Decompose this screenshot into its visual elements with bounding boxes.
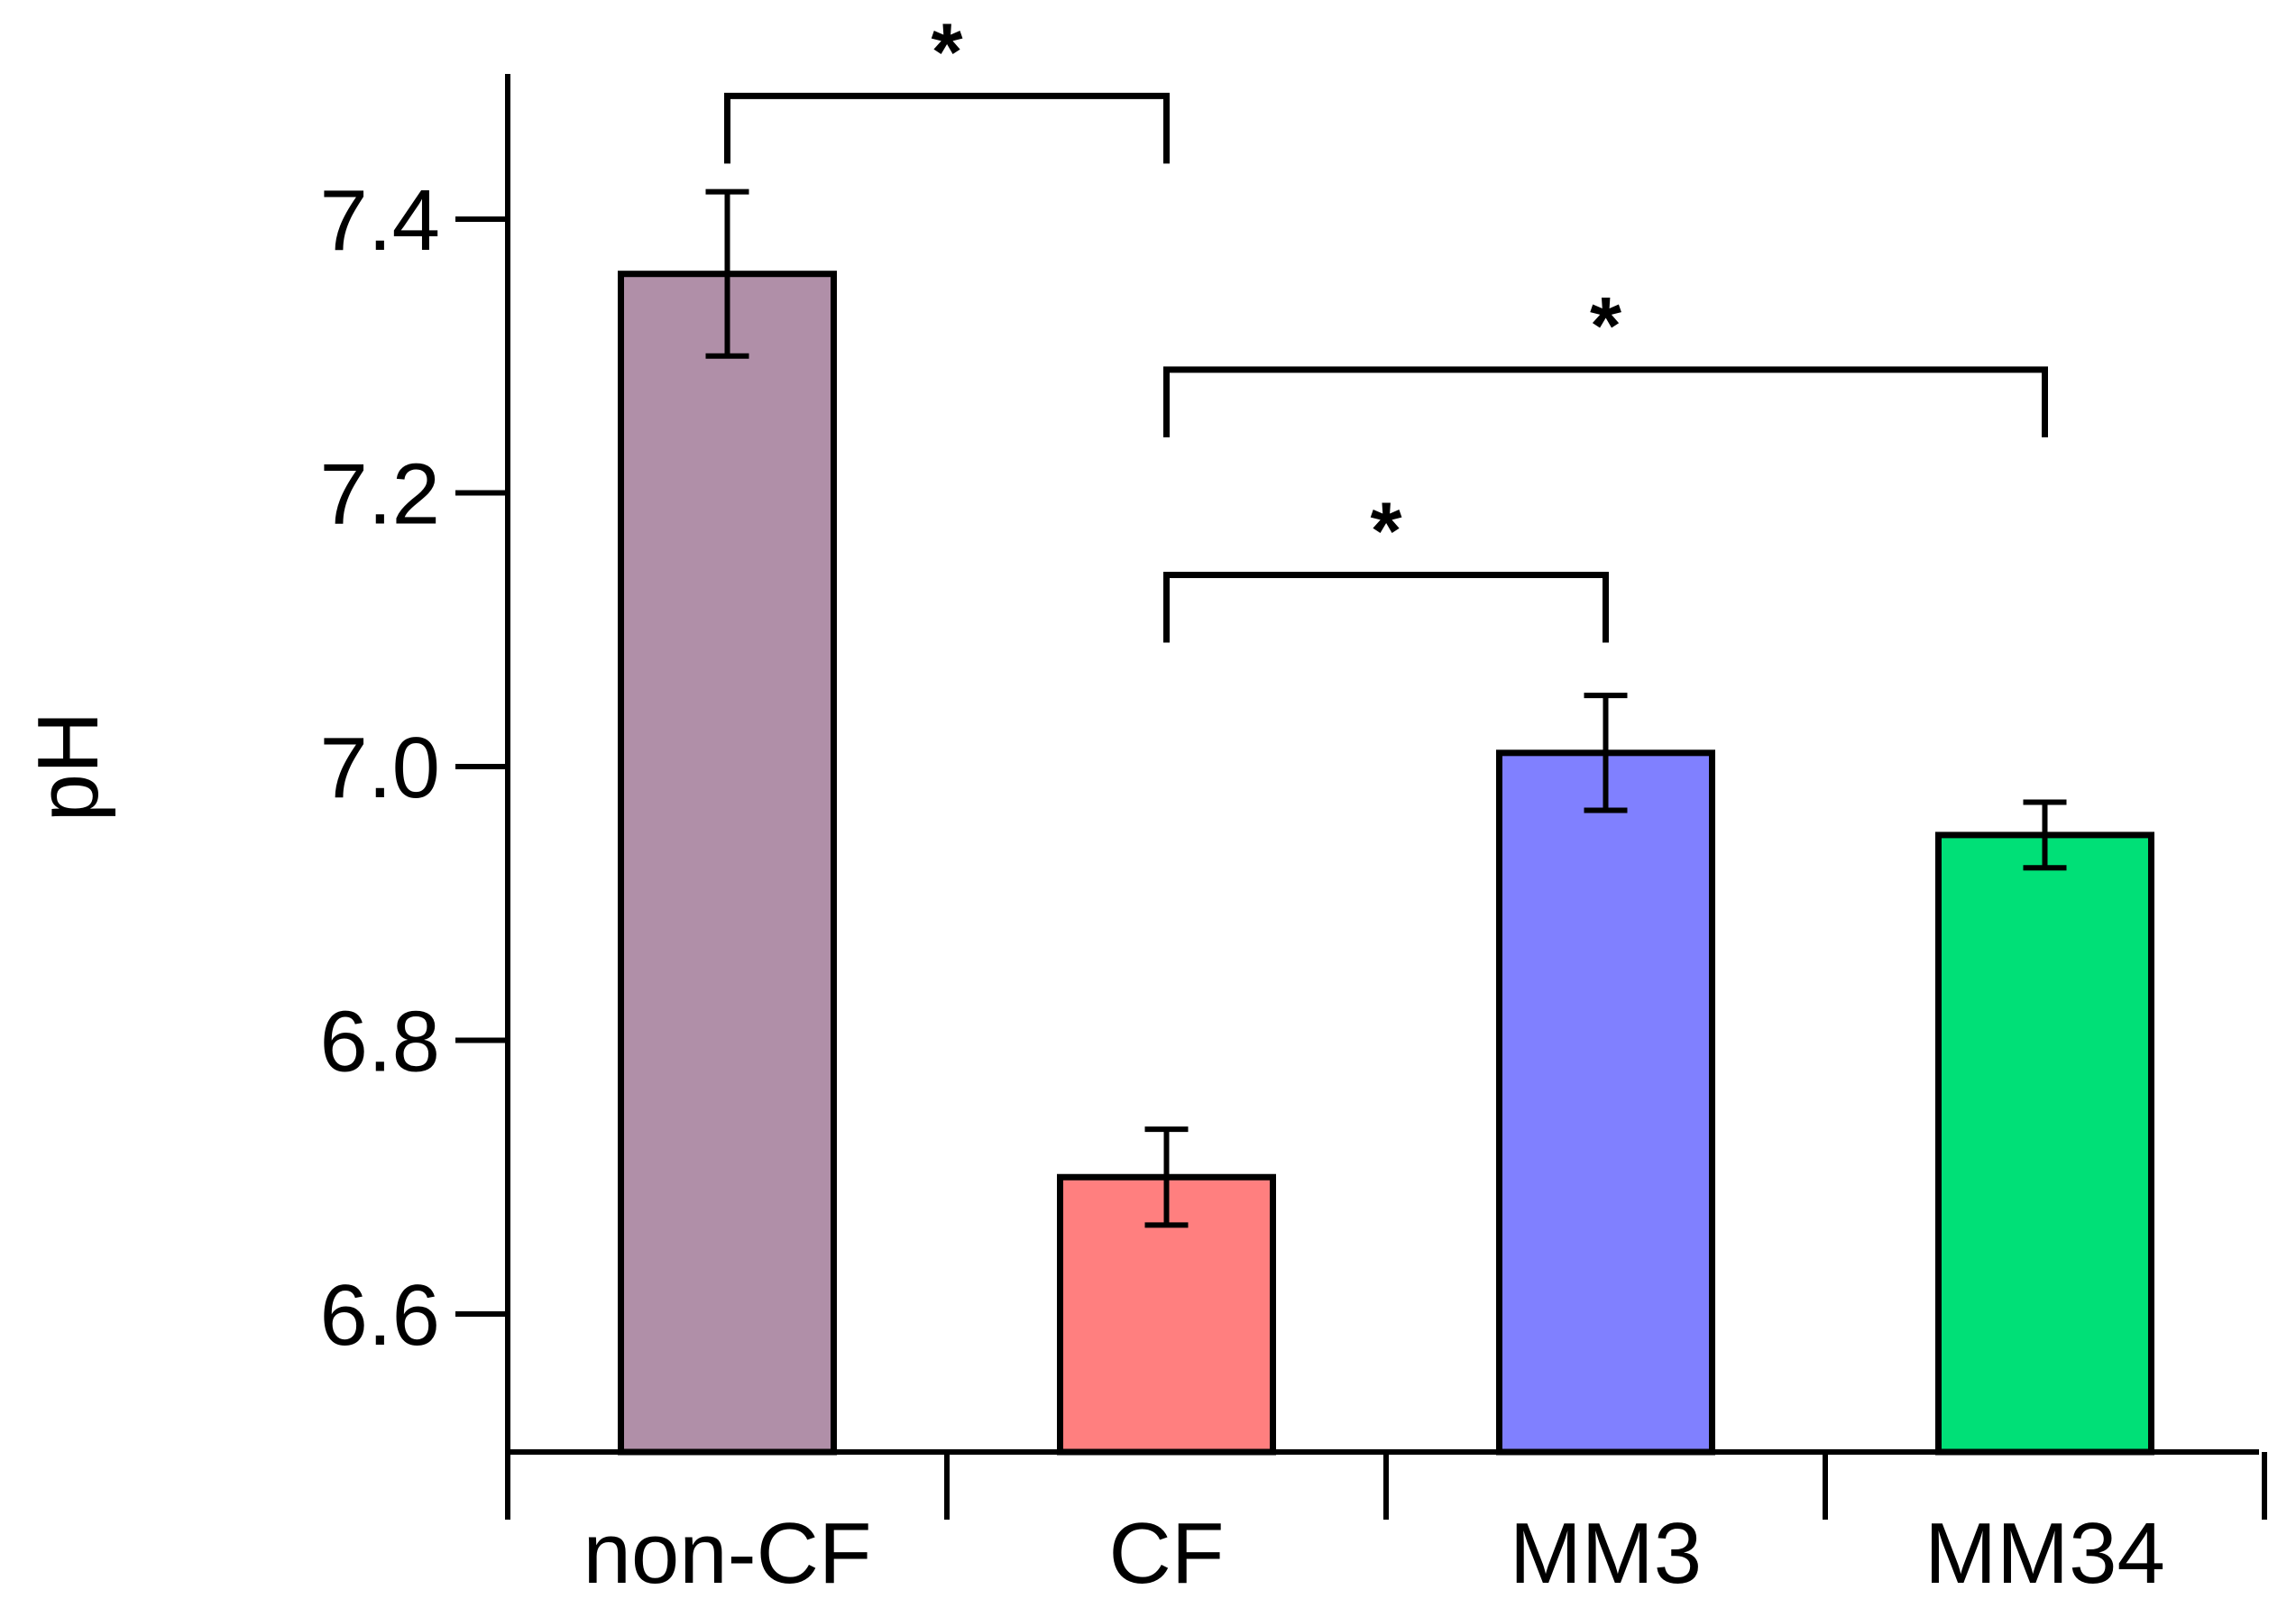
- error-bar: [1584, 693, 1628, 813]
- significance-star: *: [931, 7, 962, 97]
- x-tick-label: MM34: [1924, 1505, 2165, 1599]
- error-bar: [1144, 1126, 1189, 1228]
- x-tick-label: non-CF: [583, 1505, 871, 1599]
- y-tick-label: 6.6: [320, 1267, 440, 1364]
- y-axis-title: pH: [20, 712, 116, 822]
- x-tick-label: CF: [1109, 1505, 1225, 1599]
- bar-mm3: [1496, 749, 1715, 1456]
- x-tick-label: MM3: [1510, 1505, 1702, 1599]
- significance-bracket: [724, 92, 1170, 164]
- y-ticks-layer: 6.6 6.8 7.0 7.2 7.4: [320, 172, 508, 1364]
- significance-bracket: [1163, 366, 2048, 437]
- bar-mm34: [1935, 832, 2154, 1456]
- error-bar: [2023, 799, 2067, 871]
- y-tick-label: 7.0: [320, 720, 440, 816]
- bar-non-cf: [618, 271, 837, 1456]
- significance-star: *: [1590, 281, 1621, 372]
- bars-layer: [618, 271, 2154, 1456]
- axes-layer: [505, 74, 2259, 1520]
- x-ticks-layer: non-CF CF MM3 MM34: [583, 1452, 2267, 1599]
- error-bar: [705, 188, 749, 359]
- error-bars-layer: [705, 188, 2067, 1228]
- significance-star: *: [1370, 487, 1401, 577]
- y-tick-label: 7.4: [320, 172, 440, 269]
- significance-bracket: [1163, 572, 1609, 643]
- y-tick-label: 7.2: [320, 446, 440, 543]
- significance-layer: * * *: [724, 7, 2048, 643]
- y-tick-label: 6.8: [320, 994, 440, 1090]
